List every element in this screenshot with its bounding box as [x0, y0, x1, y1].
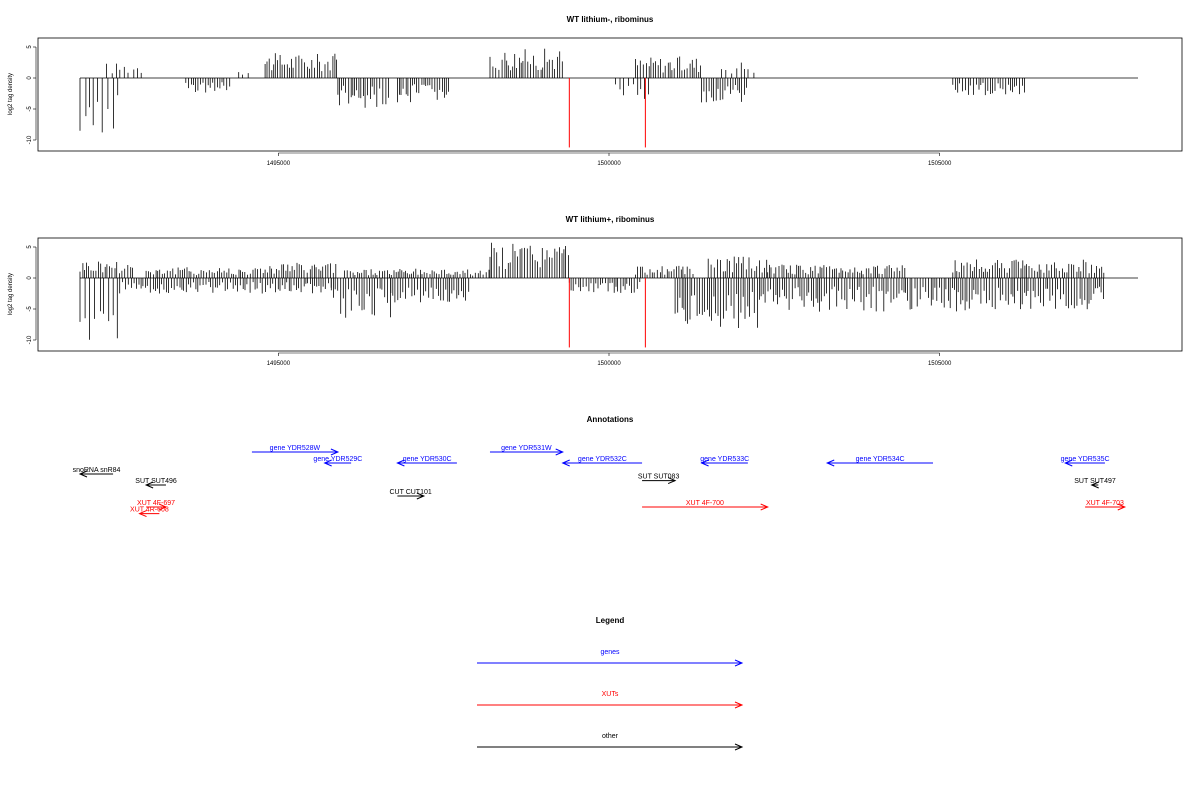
- panel-title: WT lithium-, ribominus: [567, 15, 654, 24]
- arrow-head-icon: [138, 510, 147, 518]
- feature-label: XUT 4F-703: [1086, 500, 1124, 507]
- arrow-head-icon: [78, 470, 88, 478]
- feature-label: gene YDR528W: [270, 445, 321, 452]
- annotations-title: Annotations: [587, 415, 634, 424]
- y-tick-label: 0: [27, 276, 33, 280]
- x-tick-label: 1505000: [928, 161, 952, 167]
- arrow-head-icon: [1063, 459, 1073, 467]
- feature-label: XUT 4R-608: [130, 507, 169, 514]
- legend-title: Legend: [596, 616, 625, 625]
- plot-frame: [37, 37, 1183, 152]
- x-tick-label: 1495000: [267, 161, 291, 167]
- arrow-head-icon: [158, 503, 168, 511]
- y-tick-label: -10: [27, 135, 33, 144]
- y-tick-label: -5: [27, 106, 33, 112]
- panel-title: WT lithium+, ribominus: [566, 215, 655, 224]
- y-axis-label: log2 tag density: [8, 73, 14, 115]
- x-tick-label: 1500000: [597, 361, 621, 367]
- feature-label: gene YDR533C: [700, 456, 749, 463]
- feature-label: SUT SUT497: [1074, 478, 1116, 485]
- x-tick-label: 1495000: [267, 361, 291, 367]
- feature-label: gene YDR531W: [501, 445, 552, 452]
- feature-label: snoRNA snR84: [73, 467, 121, 474]
- x-tick-label: 1500000: [597, 161, 621, 167]
- arrow-head-icon: [144, 481, 154, 489]
- track-panel-lithium-plus: WT lithium+, ribominus log2 tag density …: [8, 215, 1183, 367]
- plot-frame: [37, 237, 1183, 352]
- feature-label: XUT 4F-697: [137, 500, 175, 507]
- legend-label: other: [602, 733, 619, 740]
- arrow-head-icon: [667, 477, 677, 485]
- arrow-head-icon: [760, 503, 769, 511]
- legend-label: XUTs: [602, 691, 619, 698]
- arrow-head-icon: [734, 701, 744, 709]
- y-tick-label: 5: [27, 245, 33, 249]
- arrow-head-icon: [700, 459, 709, 467]
- legend-label: genes: [600, 649, 620, 656]
- y-tick-label: 0: [27, 76, 33, 80]
- feature-label: gene YDR530C: [403, 456, 452, 463]
- feature-label: gene YDR534C: [856, 456, 905, 463]
- arrow-head-icon: [396, 459, 405, 467]
- arrow-head-icon: [1090, 481, 1099, 489]
- feature-label: gene YDR532C: [578, 456, 627, 463]
- y-axis-label: log2 tag density: [8, 273, 14, 315]
- legend-panel: Legend genes XUTs other: [477, 616, 744, 751]
- arrow-head-icon: [734, 743, 744, 751]
- feature-label: CUT CUT101: [389, 489, 431, 496]
- feature-label: gene YDR535C: [1061, 456, 1110, 463]
- feature-label: XUT 4F-700: [686, 500, 724, 507]
- feature-label: SUT SUT496: [135, 478, 177, 485]
- y-tick-label: 5: [27, 45, 33, 49]
- arrow-head-icon: [323, 459, 332, 467]
- arrow-head-icon: [825, 459, 835, 467]
- track-panel-lithium-minus: WT lithium-, ribominus log2 tag density …: [8, 15, 1183, 167]
- y-tick-label: -10: [27, 335, 33, 344]
- feature-label: SUT SUT083: [638, 474, 680, 481]
- arrow-head-icon: [330, 448, 340, 456]
- x-tick-label: 1505000: [928, 361, 952, 367]
- arrow-head-icon: [734, 659, 744, 667]
- arrow-head-icon: [416, 492, 426, 500]
- arrow-head-icon: [561, 459, 570, 467]
- annotations-panel: Annotations gene YDR528W gene YDR529C gene…: [73, 415, 1127, 518]
- arrow-head-icon: [1117, 503, 1127, 511]
- y-tick-label: -5: [27, 306, 33, 312]
- arrow-head-icon: [555, 448, 564, 456]
- feature-label: gene YDR529C: [313, 456, 362, 463]
